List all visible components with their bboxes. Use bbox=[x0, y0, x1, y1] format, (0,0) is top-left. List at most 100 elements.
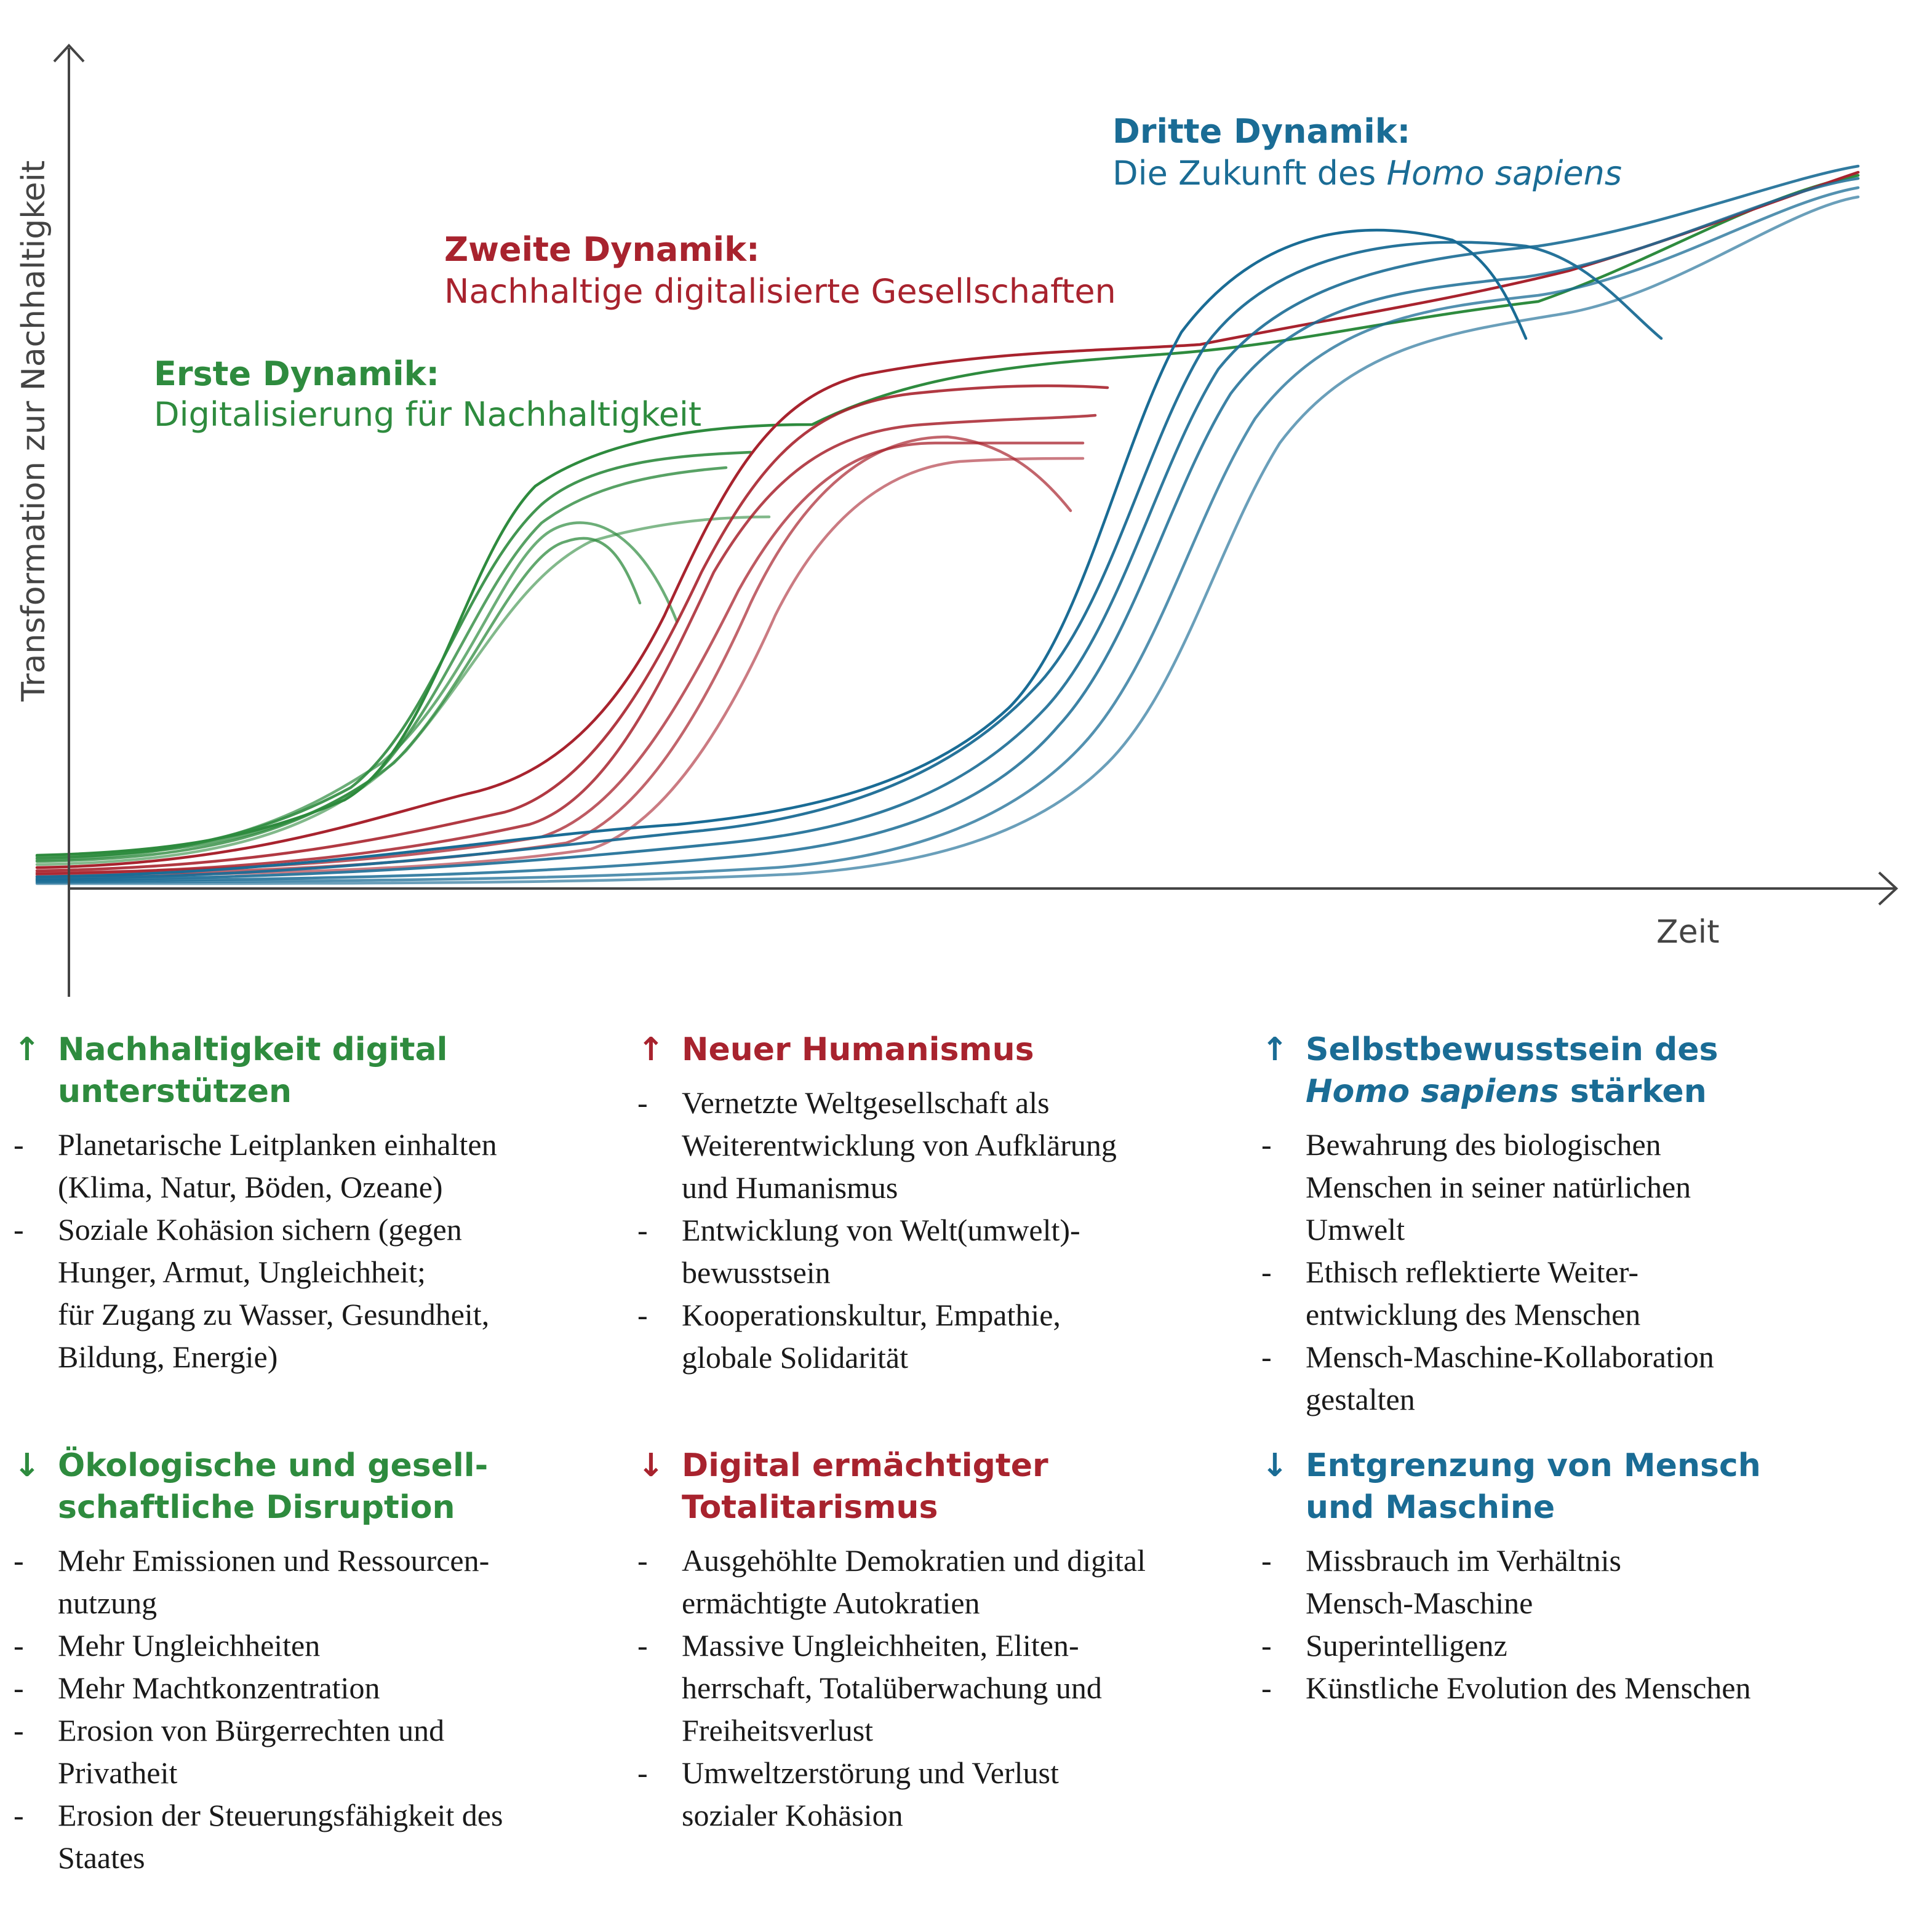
blue-positive-title: ↑ Selbstbewusstsein des Homo sapiens stä… bbox=[1261, 1029, 1864, 1112]
list-item-line: Mehr Ungleichheiten bbox=[58, 1628, 321, 1663]
green-positive-block: ↑ Nachhaltigkeit digital unterstützen - … bbox=[14, 1029, 617, 1378]
red-positive-block: ↑ Neuer Humanismus - Vernetzte Weltgesel… bbox=[637, 1029, 1240, 1379]
title-line: schaftliche Disruption bbox=[58, 1489, 455, 1526]
red-trajectory-curve bbox=[35, 170, 1860, 869]
list-item-line: Menschen in seiner natürlichen bbox=[1306, 1170, 1691, 1204]
green-trajectory-curve bbox=[35, 521, 679, 862]
list-item: - Künstliche Evolution des Menschen bbox=[1261, 1667, 1864, 1709]
red-positive-title: ↑ Neuer Humanismus bbox=[637, 1029, 1240, 1071]
list-item: - Mehr Ungleichheiten bbox=[14, 1624, 617, 1667]
blue-negative-block: ↓ Entgrenzung von Mensch und Maschine - … bbox=[1261, 1445, 1864, 1709]
trajectory-curves bbox=[35, 164, 1860, 885]
list-item-line: Kooperationskultur, Empathie, bbox=[682, 1298, 1061, 1332]
list-item-line: entwicklung des Menschen bbox=[1306, 1297, 1641, 1332]
list-item: - Erosion von Bürgerrechten und Privathe… bbox=[14, 1709, 617, 1794]
green-trajectory-curve bbox=[35, 466, 728, 863]
title-line-rest: stärken bbox=[1559, 1073, 1707, 1110]
list-item-line: Erosion von Bürgerrechten und bbox=[58, 1713, 445, 1747]
list-item-line: Bildung, Energie) bbox=[58, 1340, 278, 1374]
first-dynamic-heading: Erste Dynamik: bbox=[154, 354, 439, 393]
title-line: Digital ermächtigter bbox=[682, 1447, 1048, 1484]
second-dynamic-subtitle: Nachhaltige digitalisierte Gesellschafte… bbox=[444, 272, 1116, 311]
list-item-line: Hunger, Armut, Ungleichheit; bbox=[58, 1255, 426, 1289]
blue-trajectory-curve bbox=[35, 228, 1528, 879]
red-trajectory-curve bbox=[35, 413, 1097, 876]
second-dynamic-heading: Zweite Dynamik: bbox=[444, 230, 760, 269]
red-negative-block: ↓ Digital ermächtigter Totalitarismus - … bbox=[637, 1445, 1240, 1837]
first-dynamic-subtitle: Digitalisierung für Nachhaltigkeit bbox=[154, 395, 701, 434]
red-trajectory-curve bbox=[35, 435, 1072, 877]
blue-positive-block: ↑ Selbstbewusstsein des Homo sapiens stä… bbox=[1261, 1029, 1864, 1421]
list-item-line: nutzung bbox=[58, 1586, 158, 1620]
blue-trajectory-curve bbox=[35, 241, 1663, 881]
list-item-line: Missbrauch im Verhältnis bbox=[1306, 1543, 1621, 1578]
list-item-line: globale Solidarität bbox=[682, 1340, 908, 1375]
list-item-line: und Humanismus bbox=[682, 1170, 898, 1205]
blue-negative-title: ↓ Entgrenzung von Mensch und Maschine bbox=[1261, 1445, 1864, 1528]
red-trajectory-curve bbox=[35, 457, 1085, 879]
list-item: - Erosion der Steuerungsfähigkeit des St… bbox=[14, 1794, 617, 1879]
list-item-line: Mensch-Maschine-Kollaboration bbox=[1306, 1340, 1714, 1374]
list-item-line: Staates bbox=[58, 1840, 145, 1875]
list-item-line: Massive Ungleichheiten, Eliten- bbox=[682, 1628, 1079, 1663]
list-item-line: gestalten bbox=[1306, 1382, 1415, 1416]
list-item: - Missbrauch im Verhältnis Mensch-Maschi… bbox=[1261, 1540, 1864, 1624]
x-axis-arrowhead bbox=[1878, 871, 1898, 906]
title-line: Totalitarismus bbox=[682, 1489, 938, 1526]
dynamics-diagram: Transformation zur Nachhaltigkeit Zeit E… bbox=[15, 44, 1898, 997]
arrow-down-icon: ↓ bbox=[637, 1447, 665, 1484]
red-trajectory-curve bbox=[35, 384, 1109, 873]
third-dynamic-heading: Dritte Dynamik: bbox=[1112, 112, 1410, 151]
red-positive-list: - Vernetzte Weltgesellschaft als Weitere… bbox=[637, 1082, 1240, 1379]
list-item-line: bewusstsein bbox=[682, 1255, 831, 1290]
list-item-line: Umwelt bbox=[1306, 1212, 1405, 1247]
list-item-line: Freiheitsverlust bbox=[682, 1713, 874, 1747]
list-item: - Superintelligenz bbox=[1261, 1624, 1864, 1667]
list-item: - Ausgehöhlte Demokratien und digital er… bbox=[637, 1540, 1240, 1624]
title-line: und Maschine bbox=[1306, 1489, 1555, 1526]
green-negative-block: ↓ Ökologische und gesell- schaftliche Di… bbox=[14, 1445, 617, 1879]
arrow-up-icon: ↑ bbox=[1261, 1031, 1288, 1068]
blue-trajectory-curve bbox=[35, 195, 1860, 885]
list-item-line: Entwicklung von Welt(umwelt)- bbox=[682, 1213, 1080, 1247]
list-item: - Entwicklung von Welt(umwelt)- bewussts… bbox=[637, 1209, 1240, 1294]
arrow-up-icon: ↑ bbox=[14, 1031, 41, 1068]
title-line: Ökologische und gesell- bbox=[58, 1447, 489, 1484]
green-negative-list: - Mehr Emissionen und Ressourcen- nutzun… bbox=[14, 1540, 617, 1879]
list-item-line: herrschaft, Totalüberwachung und bbox=[682, 1671, 1102, 1705]
list-item: - Umweltzerstörung und Verlust sozialer … bbox=[637, 1752, 1240, 1837]
blue-trajectory-curve bbox=[35, 186, 1860, 884]
list-item-line: Künstliche Evolution des Menschen bbox=[1306, 1671, 1751, 1705]
list-item: - Planetarische Leitplanken einhalten (K… bbox=[14, 1124, 617, 1208]
blue-negative-list: - Missbrauch im Verhältnis Mensch-Maschi… bbox=[1261, 1540, 1864, 1709]
list-item-line: für Zugang zu Wasser, Gesundheit, bbox=[58, 1297, 490, 1332]
list-item-line: Weiterentwicklung von Aufklärung bbox=[682, 1128, 1117, 1162]
green-negative-title: ↓ Ökologische und gesell- schaftliche Di… bbox=[14, 1445, 617, 1528]
title-line: Selbstbewusstsein des bbox=[1306, 1031, 1718, 1068]
list-item: - Vernetzte Weltgesellschaft als Weitere… bbox=[637, 1082, 1240, 1209]
arrow-down-icon: ↓ bbox=[1261, 1447, 1288, 1484]
green-trajectory-curve bbox=[35, 515, 771, 866]
list-item-line: Bewahrung des biologischen bbox=[1306, 1127, 1661, 1162]
list-item-line: Vernetzte Weltgesellschaft als bbox=[682, 1085, 1050, 1120]
list-item-line: Privatheit bbox=[58, 1755, 178, 1790]
list-item-line: sozialer Kohäsion bbox=[682, 1798, 903, 1832]
list-item-line: Superintelligenz bbox=[1306, 1628, 1507, 1663]
y-axis-arrowhead bbox=[53, 44, 85, 63]
arrow-down-icon: ↓ bbox=[14, 1447, 41, 1484]
blue-trajectory-curve bbox=[35, 164, 1860, 882]
list-item-line: Soziale Kohäsion sichern (gegen bbox=[58, 1212, 462, 1247]
red-negative-title: ↓ Digital ermächtigter Totalitarismus bbox=[637, 1445, 1240, 1528]
title-line: unterstützen bbox=[58, 1073, 292, 1110]
list-item-line: Umweltzerstörung und Verlust bbox=[682, 1755, 1059, 1790]
list-item-line: Planetarische Leitplanken einhalten bbox=[58, 1127, 497, 1162]
list-item-line: (Klima, Natur, Böden, Ozeane) bbox=[58, 1170, 443, 1204]
list-item-line: Ausgehöhlte Demokratien und digital bbox=[682, 1543, 1146, 1578]
blue-trajectory-curve bbox=[35, 177, 1860, 883]
green-positive-title: ↑ Nachhaltigkeit digital unterstützen bbox=[14, 1029, 617, 1112]
list-item-line: Mehr Machtkonzentration bbox=[58, 1671, 380, 1705]
title-line: Nachhaltigkeit digital bbox=[58, 1031, 448, 1068]
third-dynamic-subtitle: Die Zukunft des Homo sapiens bbox=[1112, 154, 1622, 193]
red-trajectory-curve bbox=[35, 441, 1085, 874]
list-item: - Bewahrung des biologischen Menschen in… bbox=[1261, 1124, 1864, 1251]
